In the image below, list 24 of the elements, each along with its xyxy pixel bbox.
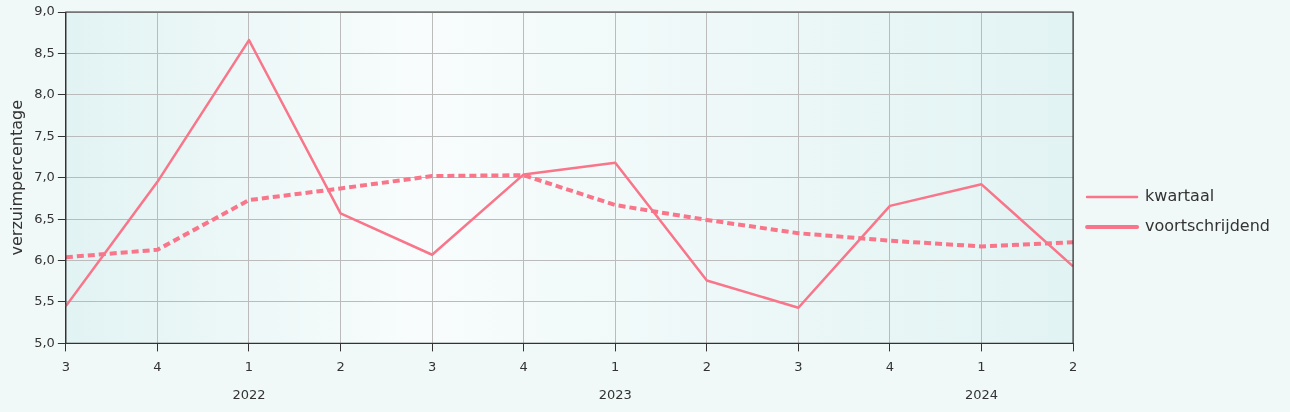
legend-label: voortschrijdend bbox=[1145, 216, 1270, 236]
x-tick-label: 3 bbox=[61, 359, 71, 375]
y-tick-label: 8,0 bbox=[34, 86, 55, 102]
y-tick-label: 7,0 bbox=[34, 169, 55, 185]
x-tick-label: 2 bbox=[702, 359, 711, 375]
x-tick-label: 4 bbox=[153, 359, 162, 375]
y-axis-title: verzuimpercentage bbox=[6, 99, 26, 256]
x-tick-label: 1 2024 bbox=[964, 359, 999, 402]
x-tick-label: 1 2023 bbox=[598, 359, 632, 402]
x-tick-label: 4 bbox=[519, 359, 528, 375]
x-tick-label: 3 bbox=[794, 359, 803, 375]
y-tick-label: 5,5 bbox=[34, 293, 55, 309]
y-tick-label: 8,5 bbox=[34, 44, 55, 60]
y-tick-label: 9,0 bbox=[34, 3, 55, 19]
x-tick-label: 4 bbox=[885, 359, 895, 375]
y-tick-label: 5,0 bbox=[34, 334, 55, 350]
x-tick-label: 2 bbox=[1068, 359, 1078, 375]
x-tick-label: 2 bbox=[336, 359, 345, 375]
x-tick-label: 3 bbox=[427, 359, 437, 375]
y-tick-label: 6,0 bbox=[34, 251, 55, 267]
y-tick-label: 7,5 bbox=[34, 127, 55, 143]
x-tick-label: 1 2022 bbox=[232, 359, 266, 402]
legend-label: kwartaal bbox=[1145, 186, 1215, 206]
y-tick-label: 6,5 bbox=[34, 210, 55, 226]
